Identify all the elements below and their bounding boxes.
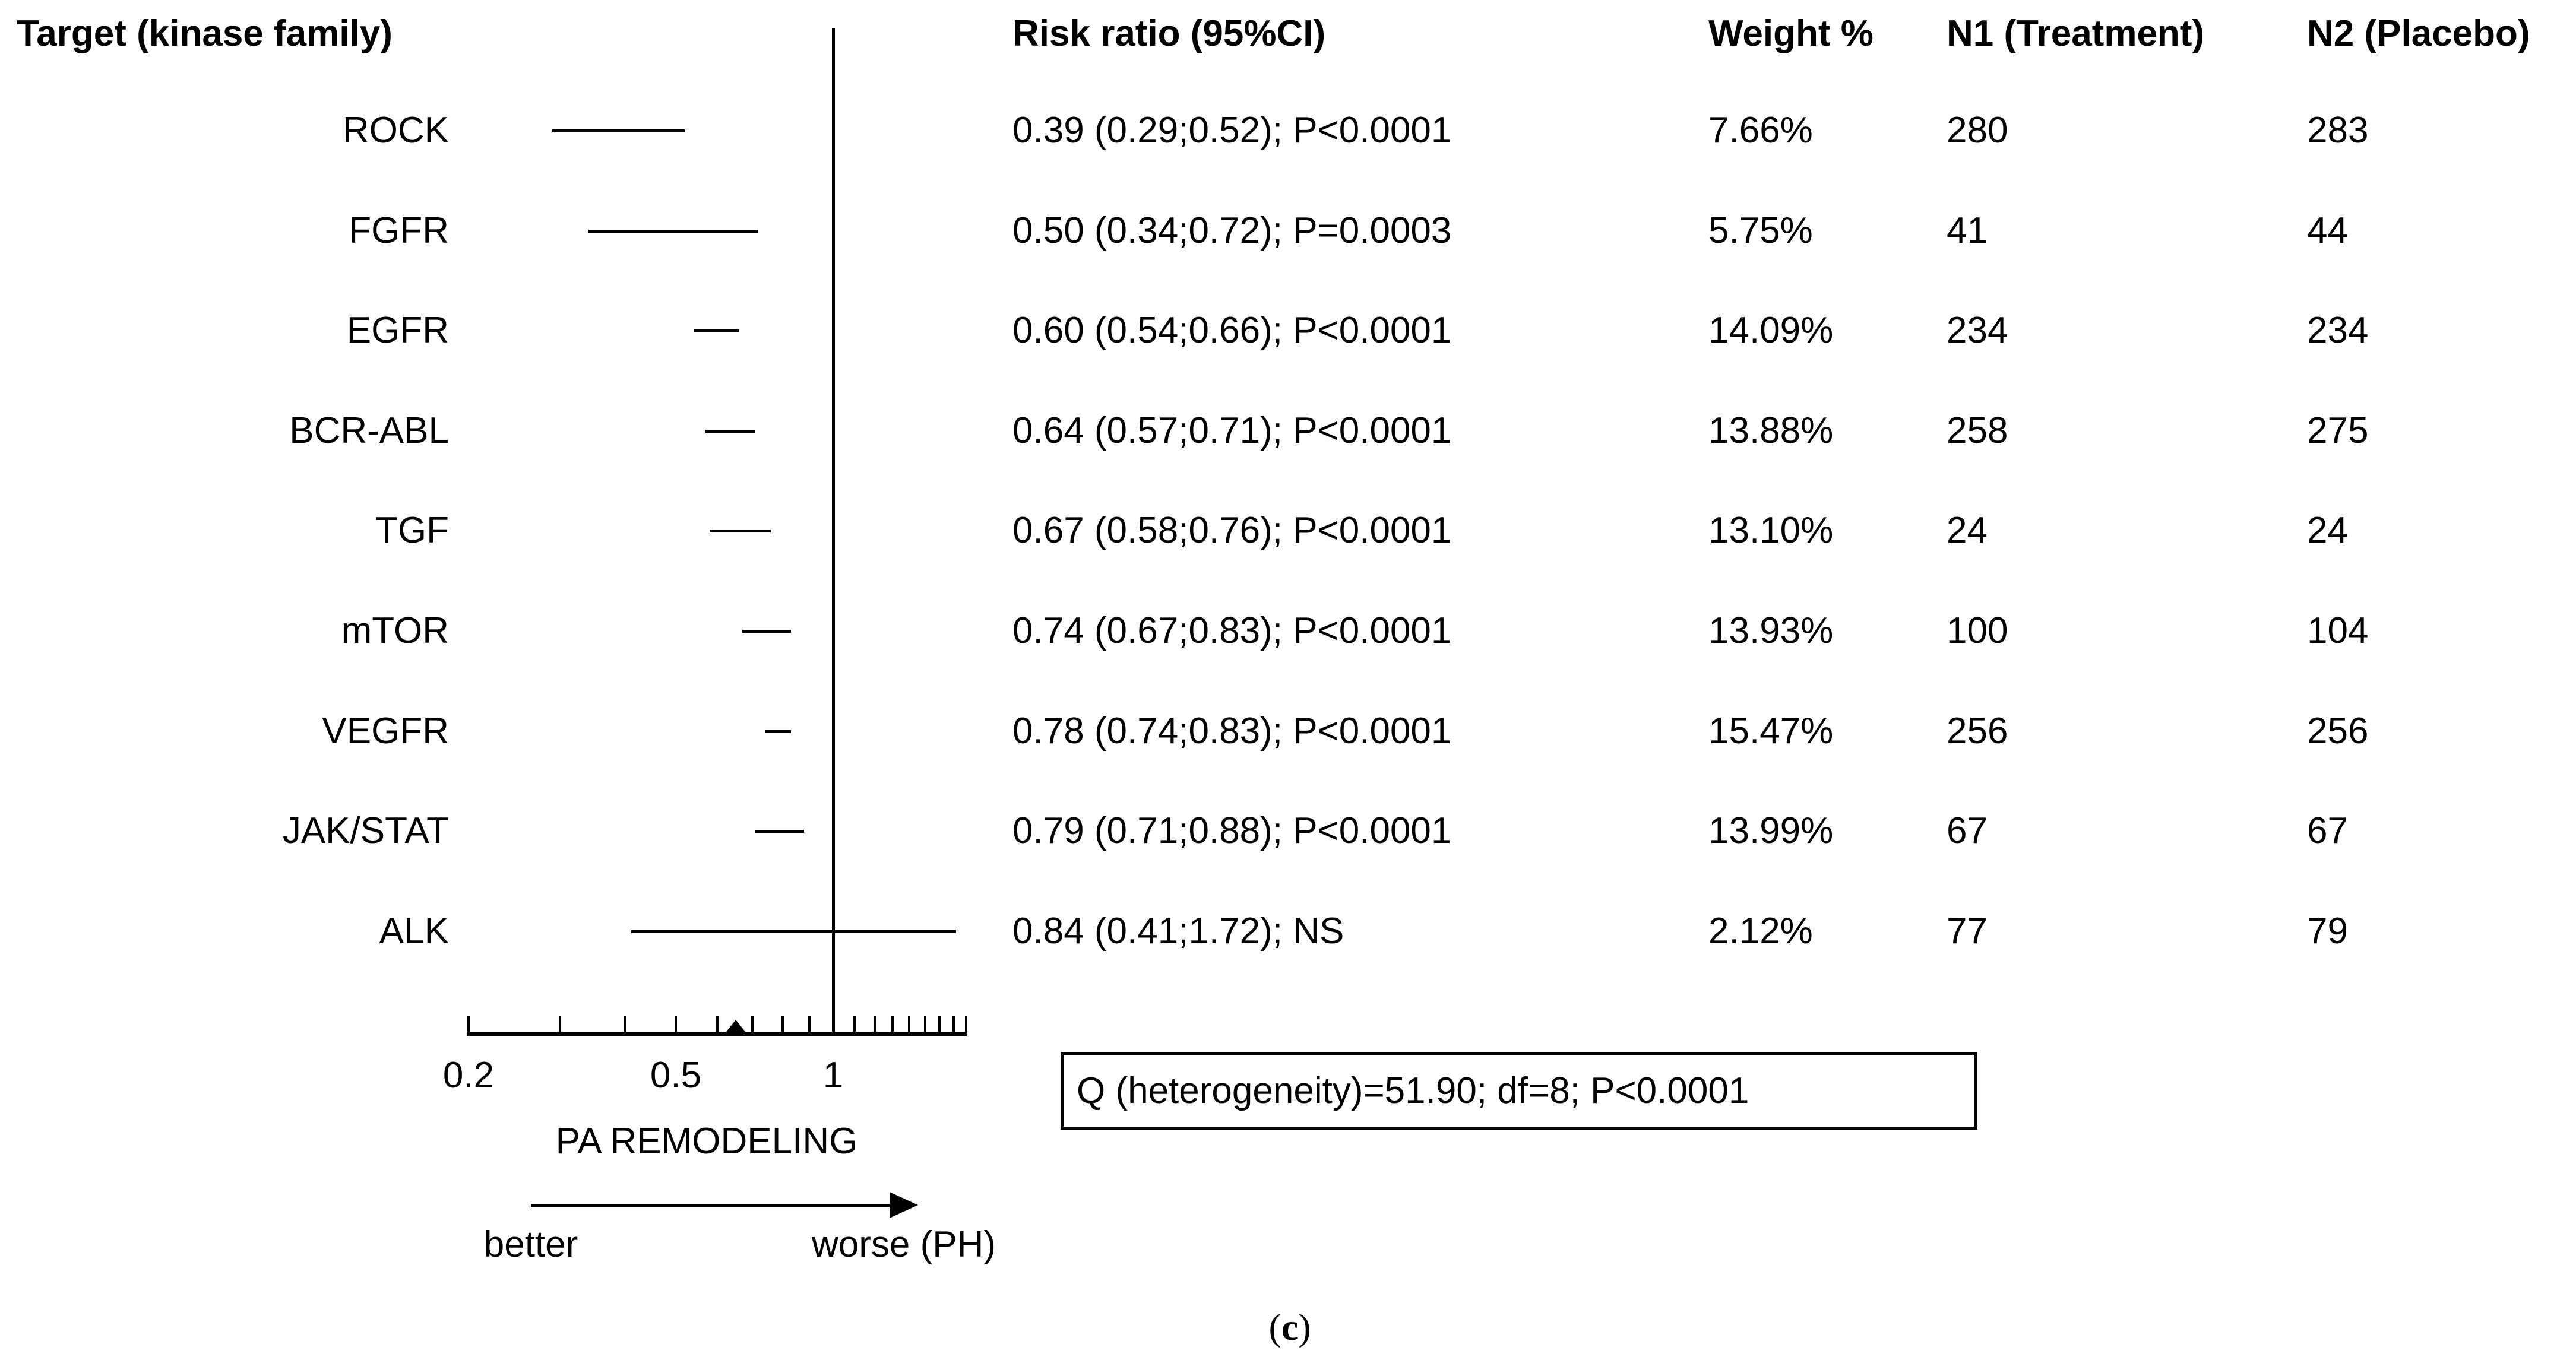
x-axis-tick <box>781 1016 784 1032</box>
x-axis-tick <box>716 1016 719 1032</box>
row-risk-ratio-text: 0.79 (0.71;0.88); P<0.0001 <box>1012 810 1452 851</box>
col-header-n1: N1 (Treatment) <box>1947 13 2205 54</box>
row-target-label: JAK/STAT <box>282 810 449 851</box>
row-ci-line <box>631 930 956 933</box>
row-n2-text: 283 <box>2307 110 2369 151</box>
row-ci-line <box>742 630 791 633</box>
x-axis-tick <box>891 1016 894 1032</box>
row-risk-ratio-text: 0.74 (0.67;0.83); P<0.0001 <box>1012 610 1452 651</box>
row-weight-text: 2.12% <box>1708 911 1813 952</box>
row-target-label: FGFR <box>349 210 449 251</box>
row-n1-text: 280 <box>1947 110 2008 151</box>
x-axis-tick <box>467 1016 470 1032</box>
row-n1-text: 256 <box>1947 711 2008 752</box>
row-ci-line <box>588 230 758 233</box>
x-axis-tick-label: 1 <box>822 1055 844 1096</box>
row-n1-text: 24 <box>1947 510 1988 551</box>
reference-line-rr1 <box>832 28 835 1036</box>
row-target-label: VEGFR <box>322 711 449 752</box>
row-n2-text: 104 <box>2307 610 2369 651</box>
row-risk-ratio-text: 0.67 (0.58;0.76); P<0.0001 <box>1012 510 1452 551</box>
pooled-estimate-marker <box>726 1020 745 1032</box>
row-ci-line <box>694 329 739 332</box>
row-ci-line <box>755 830 804 833</box>
direction-label-worse: worse (PH) <box>811 1224 996 1265</box>
heterogeneity-box: Q (heterogeneity)=51.90; df=8; P<0.0001 <box>1061 1052 1977 1130</box>
row-risk-ratio-text: 0.78 (0.74;0.83); P<0.0001 <box>1012 711 1452 752</box>
row-n2-text: 275 <box>2307 410 2369 451</box>
col-header-target: Target (kinase family) <box>17 13 393 54</box>
heterogeneity-text: Q (heterogeneity)=51.90; df=8; P<0.0001 <box>1077 1070 1749 1111</box>
x-axis-tick-label: 0.2 <box>442 1055 495 1096</box>
direction-arrow-head-icon <box>890 1192 918 1218</box>
row-n1-text: 67 <box>1947 810 1988 851</box>
x-axis-tick <box>952 1016 955 1032</box>
row-target-label: ROCK <box>342 110 449 151</box>
x-axis-tick <box>675 1016 677 1032</box>
row-target-label: EGFR <box>346 310 449 351</box>
caption-close-paren: ) <box>1298 1306 1311 1348</box>
x-axis-title: PA REMODELING <box>555 1121 858 1162</box>
row-weight-text: 5.75% <box>1708 210 1813 251</box>
row-n1-text: 41 <box>1947 210 1988 251</box>
row-risk-ratio-text: 0.50 (0.34;0.72); P=0.0003 <box>1012 210 1452 251</box>
col-header-risk-ratio: Risk ratio (95%CI) <box>1012 13 1326 54</box>
x-axis-tick <box>874 1016 876 1032</box>
x-axis-tick <box>853 1016 856 1032</box>
row-weight-text: 13.88% <box>1708 410 1834 451</box>
row-target-label: TGF <box>375 510 449 551</box>
col-header-weight: Weight % <box>1708 13 1874 54</box>
row-n1-text: 100 <box>1947 610 2008 651</box>
x-axis-tick <box>751 1016 754 1032</box>
x-axis-line <box>467 1032 967 1036</box>
row-target-label: ALK <box>379 911 449 952</box>
x-axis-tick <box>908 1016 910 1032</box>
row-ci-line <box>705 430 755 433</box>
row-n1-text: 77 <box>1947 911 1988 952</box>
row-weight-text: 7.66% <box>1708 110 1813 151</box>
row-n2-text: 256 <box>2307 711 2369 752</box>
row-n2-text: 67 <box>2307 810 2348 851</box>
direction-arrow-line <box>531 1204 891 1207</box>
row-ci-line <box>710 530 771 532</box>
row-n2-text: 234 <box>2307 310 2369 351</box>
x-axis-tick <box>938 1016 941 1032</box>
caption-letter: c <box>1281 1306 1299 1348</box>
row-weight-text: 14.09% <box>1708 310 1834 351</box>
caption-open-paren: ( <box>1268 1306 1281 1348</box>
row-risk-ratio-text: 0.39 (0.29;0.52); P<0.0001 <box>1012 110 1452 151</box>
row-weight-text: 13.99% <box>1708 810 1834 851</box>
row-target-label: mTOR <box>341 610 449 651</box>
row-n1-text: 234 <box>1947 310 2008 351</box>
row-risk-ratio-text: 0.64 (0.57;0.71); P<0.0001 <box>1012 410 1452 451</box>
row-weight-text: 15.47% <box>1708 711 1834 752</box>
row-n2-text: 79 <box>2307 911 2348 952</box>
x-axis-tick <box>832 1016 834 1032</box>
x-axis-tick <box>559 1016 561 1032</box>
row-target-label: BCR-ABL <box>289 410 449 451</box>
x-axis-tick <box>965 1016 967 1032</box>
x-axis-tick <box>624 1016 626 1032</box>
row-ci-line <box>765 730 791 733</box>
row-ci-line <box>552 129 685 132</box>
col-header-n2: N2 (Placebo) <box>2307 13 2530 54</box>
row-n2-text: 44 <box>2307 210 2348 251</box>
x-axis-tick-label: 0.5 <box>650 1055 702 1096</box>
row-weight-text: 13.10% <box>1708 510 1834 551</box>
x-axis-tick <box>808 1016 811 1032</box>
row-n2-text: 24 <box>2307 510 2348 551</box>
row-risk-ratio-text: 0.84 (0.41;1.72); NS <box>1012 911 1344 952</box>
row-risk-ratio-text: 0.60 (0.54;0.66); P<0.0001 <box>1012 310 1452 351</box>
row-weight-text: 13.93% <box>1708 610 1834 651</box>
x-axis-tick <box>924 1016 926 1032</box>
figure-caption: (c) <box>1268 1305 1311 1349</box>
row-n1-text: 258 <box>1947 410 2008 451</box>
direction-label-better: better <box>483 1224 578 1265</box>
